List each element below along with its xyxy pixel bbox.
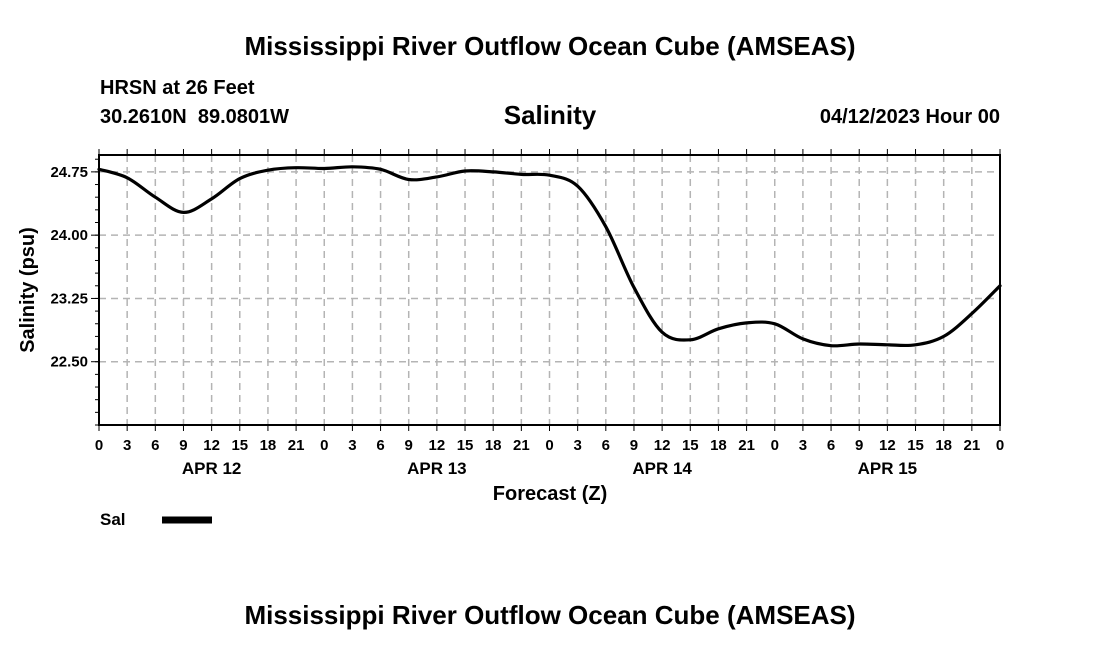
x-tick-label: 3 [573,437,581,454]
x-tick-label: 0 [771,437,779,454]
legend-label-sal: Sal [100,510,126,529]
station-coordinates: 30.2610N 89.0801W [100,106,290,128]
x-tick-label: 9 [630,437,638,454]
y-tick-label: 24.00 [50,227,88,244]
y-tick-label: 23.25 [50,290,88,307]
day-label: APR 14 [632,459,692,478]
y-tick-label: 24.75 [50,164,88,181]
x-tick-label: 6 [376,437,384,454]
y-tick-labels: 22.50 23.25 24.00 24.75 [50,164,88,371]
x-tick-label: 6 [602,437,610,454]
axis-ticks [91,149,1001,431]
x-tick-labels: 0 3 6 9 12 15 18 21 0 3 6 9 12 15 18 21 0 3 6 9 12 15 18 21 0 3 6 9… [95,437,1004,454]
x-tick-label: 18 [710,437,727,454]
day-label: APR 15 [858,459,918,478]
grid-lines [99,155,1000,425]
day-label: APR 12 [182,459,242,478]
x-tick-label: 21 [964,437,981,454]
x-tick-label: 3 [123,437,131,454]
x-tick-label: 12 [429,437,446,454]
x-tick-label: 15 [457,437,474,454]
x-tick-label: 15 [231,437,248,454]
page-footer-title: Mississippi River Outflow Ocean Cube (AM… [244,600,856,630]
x-tick-label: 12 [654,437,671,454]
x-tick-label: 21 [288,437,305,454]
x-tick-label: 6 [151,437,159,454]
series-line-sal [97,165,1002,348]
x-tick-label: 18 [935,437,952,454]
x-tick-label: 9 [855,437,863,454]
page-title: Mississippi River Outflow Ocean Cube (AM… [244,31,856,61]
x-tick-label: 21 [738,437,755,454]
x-tick-label: 9 [179,437,187,454]
plot-frame [98,154,1001,426]
day-label: APR 13 [407,459,467,478]
x-tick-label: 0 [996,437,1004,454]
x-tick-label: 3 [799,437,807,454]
chart-title: Salinity [504,100,597,130]
x-tick-label: 18 [260,437,277,454]
x-tick-label: 12 [879,437,896,454]
x-tick-label: 3 [348,437,356,454]
x-tick-label: 12 [203,437,220,454]
y-tick-label: 22.50 [50,354,88,371]
x-tick-label: 18 [485,437,502,454]
x-tick-label: 15 [907,437,924,454]
x-axis-label: Forecast (Z) [493,483,607,505]
x-tick-label: 6 [827,437,835,454]
x-tick-label: 0 [320,437,328,454]
x-tick-label: 15 [682,437,699,454]
y-axis-label: Salinity (psu) [17,227,39,353]
station-name: HRSN at 26 Feet [100,77,255,99]
day-labels: APR 12 APR 13 APR 14 APR 15 [182,459,917,478]
forecast-datetime: 04/12/2023 Hour 00 [819,106,1000,128]
x-tick-label: 0 [545,437,553,454]
x-tick-label: 21 [513,437,530,454]
x-tick-label: 0 [95,437,103,454]
x-tick-label: 9 [405,437,413,454]
